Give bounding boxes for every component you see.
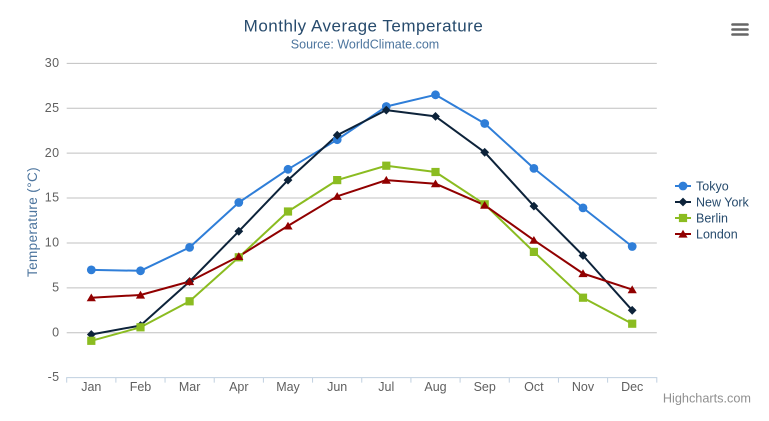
svg-text:Monthly Average Temperature: Monthly Average Temperature (244, 17, 484, 36)
svg-text:25: 25 (45, 101, 60, 115)
svg-text:Jan: Jan (81, 380, 101, 394)
svg-text:May: May (276, 380, 300, 394)
svg-text:Dec: Dec (621, 380, 643, 394)
svg-text:30: 30 (45, 56, 60, 70)
svg-text:-5: -5 (48, 370, 60, 384)
svg-text:10: 10 (45, 236, 60, 250)
svg-text:Aug: Aug (424, 380, 446, 394)
svg-text:Berlin: Berlin (696, 211, 728, 225)
svg-text:New York: New York (696, 195, 750, 209)
svg-text:Jun: Jun (327, 380, 347, 394)
svg-text:Nov: Nov (572, 380, 595, 394)
svg-text:0: 0 (52, 325, 59, 339)
svg-text:Sep: Sep (474, 380, 496, 394)
svg-text:15: 15 (45, 191, 60, 205)
svg-text:5: 5 (52, 280, 59, 294)
svg-text:Highcharts.com: Highcharts.com (663, 392, 751, 406)
svg-text:Jul: Jul (378, 380, 394, 394)
svg-text:Apr: Apr (229, 380, 248, 394)
svg-text:Mar: Mar (179, 380, 201, 394)
svg-text:London: London (696, 227, 738, 241)
svg-text:Tokyo: Tokyo (696, 179, 729, 193)
svg-text:Source: WorldClimate.com: Source: WorldClimate.com (291, 38, 439, 52)
svg-text:Oct: Oct (524, 380, 544, 394)
svg-text:Feb: Feb (130, 380, 152, 394)
svg-text:Temperature (°C): Temperature (°C) (25, 167, 40, 277)
svg-text:20: 20 (45, 146, 60, 160)
